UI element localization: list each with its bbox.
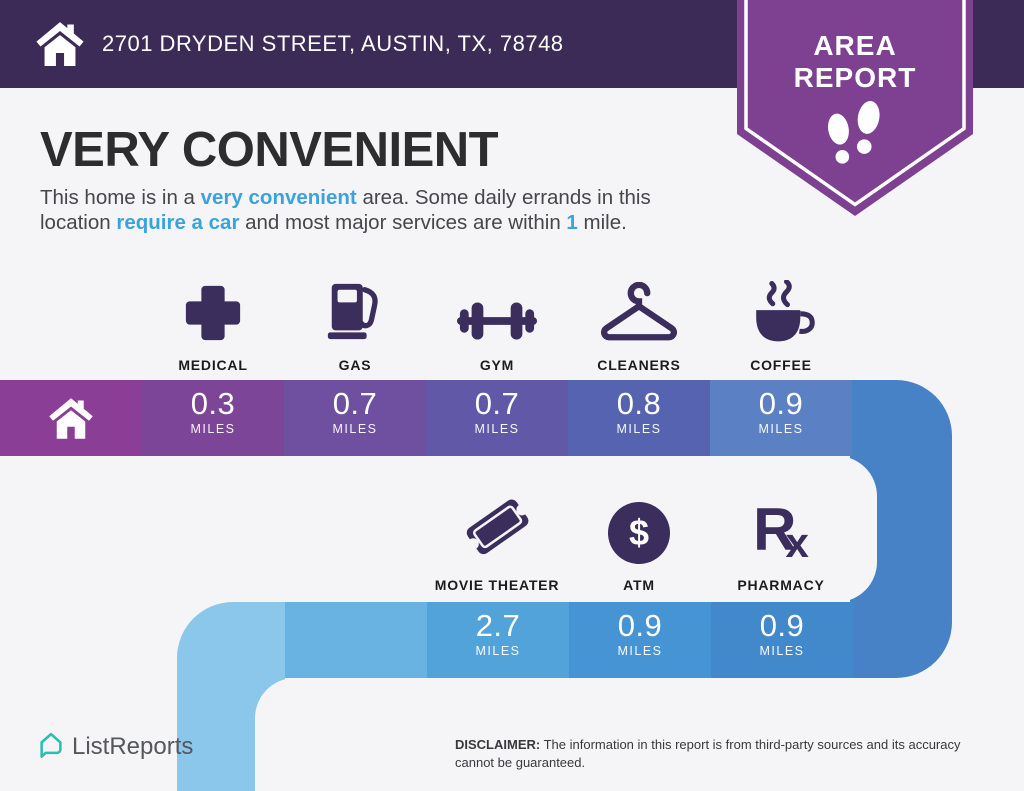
service-gas: GAS [284, 264, 426, 373]
badge-title: AREA REPORT [793, 30, 917, 93]
distance-segment-gas: 0.7 MILES [284, 380, 426, 456]
distance-value: 0.9 [758, 386, 804, 421]
distance-unit: MILES [475, 644, 521, 658]
property-address: 2701 DRYDEN STREET, AUSTIN, TX, 78748 [102, 31, 564, 56]
desc-text: area. Some daily errands in this [356, 186, 651, 209]
rx-letter-x: x [785, 519, 809, 566]
distance-unit: MILES [758, 422, 804, 436]
distance-value: 0.7 [474, 386, 520, 421]
desc-text: This home is in a [40, 186, 201, 209]
dollar-glyph: $ [628, 512, 650, 553]
distance-unit: MILES [332, 422, 378, 436]
distance-segment-atm: 0.9 MILES [569, 602, 711, 678]
desc-text: and most major services are within [239, 210, 567, 234]
distance-segment-coffee: 0.9 MILES [710, 380, 852, 456]
dumbbell-icon [456, 264, 538, 344]
desc-highlight: 1 [566, 210, 578, 234]
desc-text: location [40, 210, 117, 234]
service-label: ATM [623, 577, 655, 593]
rx-icon: R x [753, 484, 809, 564]
service-label: COFFEE [750, 357, 812, 373]
service-medical: MEDICAL [142, 264, 284, 373]
service-label: CLEANERS [597, 357, 681, 373]
distance-value: 0.7 [332, 386, 378, 421]
hanger-icon [596, 264, 682, 344]
page-title: VERY CONVENIENT [40, 123, 499, 177]
service-movie-theater: MOVIE THEATER [426, 484, 568, 593]
desc-text: mile. [577, 210, 627, 234]
distance-unit: MILES [190, 422, 236, 436]
distance-value: 0.9 [617, 608, 663, 643]
distance-unit: MILES [759, 644, 805, 658]
description: This home is in a very convenient area. … [40, 186, 651, 235]
distance-segment-gym: 0.7 MILES [426, 380, 568, 456]
listreports-brand-text: ListReports [72, 733, 194, 760]
home-icon [47, 396, 95, 441]
distance-unit: MILES [616, 422, 662, 436]
service-cleaners: CLEANERS [568, 264, 710, 373]
service-coffee: COFFEE [710, 264, 852, 373]
rx-letter-r: R [753, 496, 796, 563]
area-report-badge: AREA REPORT [737, 0, 973, 218]
medical-cross-icon [182, 264, 244, 344]
dollar-circle-icon: $ [608, 484, 670, 564]
distance-segment-cleaners: 0.8 MILES [568, 380, 710, 456]
desc-highlight: require a car [116, 210, 240, 234]
service-gym: GYM [426, 264, 568, 373]
service-label: GYM [479, 357, 515, 373]
distance-value: 0.8 [616, 386, 662, 421]
distance-value: 2.7 [475, 608, 521, 643]
service-label: MOVIE THEATER [434, 577, 560, 593]
home-icon [34, 18, 86, 70]
listreports-logo-icon [36, 729, 66, 761]
band-filler-segment [285, 602, 427, 678]
movie-ticket-icon [459, 484, 535, 564]
desc-highlight: very convenient [200, 186, 357, 209]
service-label: MEDICAL [178, 357, 248, 373]
service-pharmacy: R x PHARMACY [710, 484, 852, 594]
distance-value: 0.9 [759, 608, 805, 643]
coffee-cup-icon [747, 264, 815, 344]
distance-segment-movie-theater: 2.7 MILES [427, 602, 569, 678]
disclaimer-label: DISCLAIMER: [455, 737, 541, 752]
disclaimer: DISCLAIMER: The information in this repo… [455, 736, 995, 771]
inner-card-bottom [255, 678, 1024, 791]
distance-segment-pharmacy: 0.9 MILES [711, 602, 853, 678]
distance-segment-medical: 0.3 MILES [142, 380, 284, 456]
service-label: PHARMACY [737, 577, 825, 593]
gas-pump-icon [324, 264, 386, 344]
distance-value: 0.3 [190, 386, 236, 421]
service-label: GAS [338, 357, 372, 373]
service-atm: $ ATM [568, 484, 710, 593]
distance-unit: MILES [474, 422, 520, 436]
band-home-segment [0, 380, 142, 456]
distance-unit: MILES [617, 644, 663, 658]
disclaimer-text: The information in this report is from t… [455, 737, 961, 770]
footprints-icon [818, 98, 892, 168]
